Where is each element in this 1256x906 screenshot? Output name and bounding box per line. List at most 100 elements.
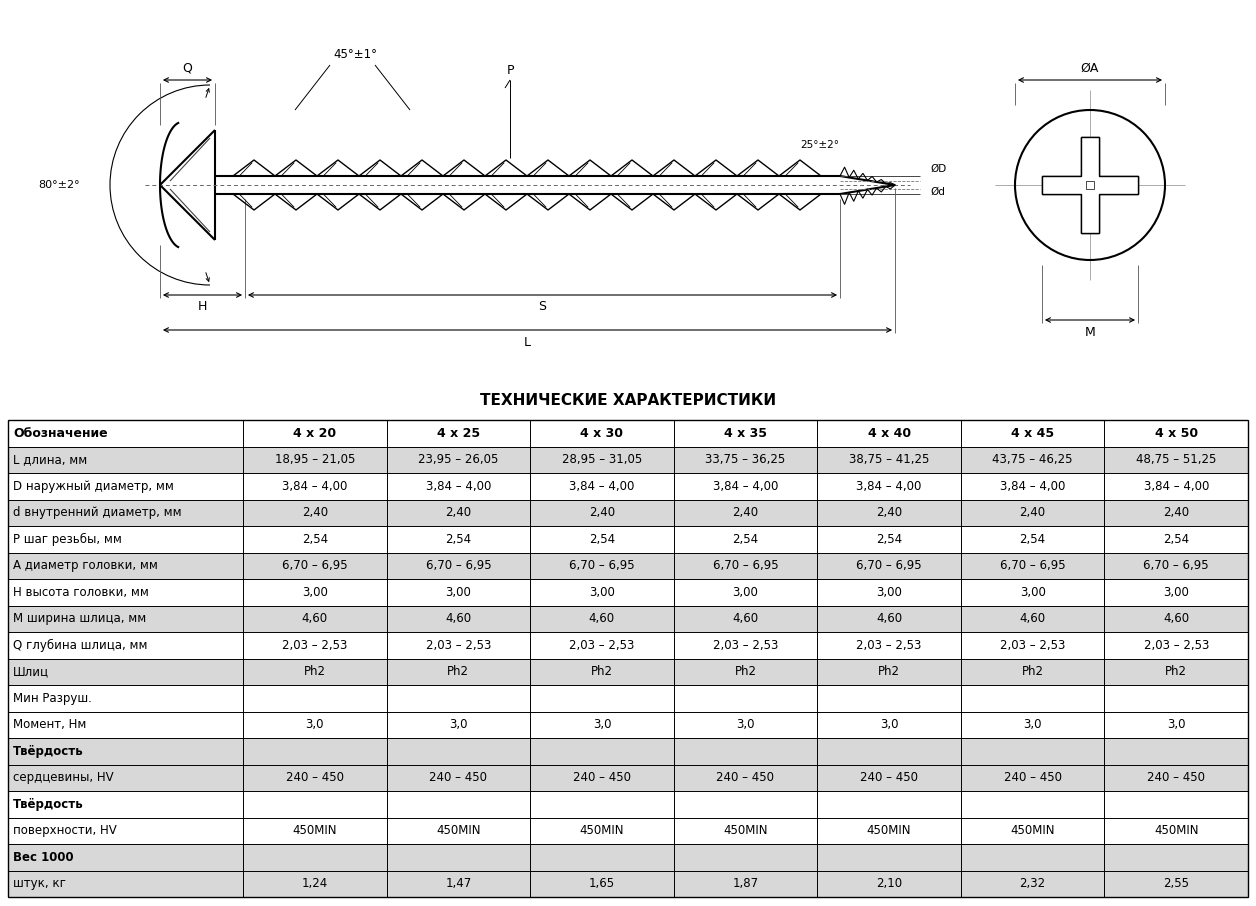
Text: 450MIN: 450MIN bbox=[580, 824, 624, 837]
Text: 4 х 50: 4 х 50 bbox=[1154, 427, 1198, 439]
Text: 3,0: 3,0 bbox=[593, 718, 612, 731]
Text: 48,75 – 51,25: 48,75 – 51,25 bbox=[1135, 453, 1216, 467]
Bar bbox=[8, 553, 1248, 579]
Text: 3,84 – 4,00: 3,84 – 4,00 bbox=[283, 480, 348, 493]
Text: 2,32: 2,32 bbox=[1020, 877, 1046, 891]
Text: 2,54: 2,54 bbox=[301, 533, 328, 545]
Text: H: H bbox=[197, 301, 207, 313]
Text: 4,60: 4,60 bbox=[589, 612, 615, 625]
Text: сердцевины, HV: сердцевины, HV bbox=[13, 771, 113, 785]
Text: 4,60: 4,60 bbox=[732, 612, 759, 625]
Text: 1,47: 1,47 bbox=[445, 877, 471, 891]
Text: 2,03 – 2,53: 2,03 – 2,53 bbox=[569, 639, 634, 651]
Text: 450MIN: 450MIN bbox=[867, 824, 912, 837]
Text: 3,00: 3,00 bbox=[1020, 586, 1045, 599]
Text: 1,24: 1,24 bbox=[301, 877, 328, 891]
Text: Ph2: Ph2 bbox=[878, 665, 901, 679]
Text: 6,70 – 6,95: 6,70 – 6,95 bbox=[1143, 559, 1210, 573]
Text: Ph2: Ph2 bbox=[304, 665, 325, 679]
Text: 2,54: 2,54 bbox=[1163, 533, 1189, 545]
Text: 4,60: 4,60 bbox=[446, 612, 471, 625]
Text: Твёрдость: Твёрдость bbox=[13, 798, 84, 811]
Text: 23,95 – 26,05: 23,95 – 26,05 bbox=[418, 453, 499, 467]
Text: L: L bbox=[524, 335, 531, 349]
Text: 2,03 – 2,53: 2,03 – 2,53 bbox=[857, 639, 922, 651]
Text: 240 – 450: 240 – 450 bbox=[573, 771, 631, 785]
Text: 4 х 25: 4 х 25 bbox=[437, 427, 480, 439]
Text: 3,00: 3,00 bbox=[877, 586, 902, 599]
Text: D наружный диаметр, мм: D наружный диаметр, мм bbox=[13, 480, 173, 493]
Text: 4,60: 4,60 bbox=[875, 612, 902, 625]
Text: 4 х 40: 4 х 40 bbox=[868, 427, 911, 439]
Text: Момент, Нм: Момент, Нм bbox=[13, 718, 87, 731]
Text: 2,03 – 2,53: 2,03 – 2,53 bbox=[426, 639, 491, 651]
Text: 43,75 – 46,25: 43,75 – 46,25 bbox=[992, 453, 1073, 467]
Text: Ph2: Ph2 bbox=[1166, 665, 1187, 679]
Text: ØD: ØD bbox=[929, 164, 946, 174]
Text: 6,70 – 6,95: 6,70 – 6,95 bbox=[712, 559, 779, 573]
Text: 4,60: 4,60 bbox=[1163, 612, 1189, 625]
Text: 3,0: 3,0 bbox=[450, 718, 467, 731]
Text: 2,54: 2,54 bbox=[732, 533, 759, 545]
Text: 2,40: 2,40 bbox=[1020, 506, 1046, 519]
Bar bbox=[8, 844, 1248, 871]
Text: L длина, мм: L длина, мм bbox=[13, 453, 87, 467]
Bar bbox=[8, 659, 1248, 685]
Text: 3,0: 3,0 bbox=[305, 718, 324, 731]
Text: ТЕХНИЧЕСКИЕ ХАРАКТЕРИСТИКИ: ТЕХНИЧЕСКИЕ ХАРАКТЕРИСТИКИ bbox=[480, 393, 776, 408]
Text: 2,54: 2,54 bbox=[1020, 533, 1046, 545]
Text: 33,75 – 36,25: 33,75 – 36,25 bbox=[706, 453, 785, 467]
Text: 3,0: 3,0 bbox=[736, 718, 755, 731]
Text: 6,70 – 6,95: 6,70 – 6,95 bbox=[426, 559, 491, 573]
Text: 4 х 20: 4 х 20 bbox=[293, 427, 337, 439]
Text: 3,84 – 4,00: 3,84 – 4,00 bbox=[426, 480, 491, 493]
Text: 4 х 35: 4 х 35 bbox=[723, 427, 767, 439]
Text: d внутренний диаметр, мм: d внутренний диаметр, мм bbox=[13, 506, 182, 519]
Text: Q глубина шлица, мм: Q глубина шлица, мм bbox=[13, 639, 147, 651]
Text: Обозначение: Обозначение bbox=[13, 427, 108, 439]
Text: 3,00: 3,00 bbox=[446, 586, 471, 599]
Text: 450MIN: 450MIN bbox=[1010, 824, 1055, 837]
Text: 3,84 – 4,00: 3,84 – 4,00 bbox=[857, 480, 922, 493]
Text: 4,60: 4,60 bbox=[1020, 612, 1046, 625]
Text: Ød: Ød bbox=[929, 187, 945, 197]
Text: Ph2: Ph2 bbox=[1021, 665, 1044, 679]
Text: Твёрдость: Твёрдость bbox=[13, 745, 84, 757]
Text: 80°±2°: 80°±2° bbox=[39, 180, 80, 190]
Text: штук, кг: штук, кг bbox=[13, 877, 65, 891]
Text: 45°±1°: 45°±1° bbox=[333, 49, 377, 62]
Text: 4 х 45: 4 х 45 bbox=[1011, 427, 1054, 439]
Text: P: P bbox=[506, 63, 514, 76]
Text: 3,84 – 4,00: 3,84 – 4,00 bbox=[713, 480, 779, 493]
Text: 6,70 – 6,95: 6,70 – 6,95 bbox=[857, 559, 922, 573]
Text: 450MIN: 450MIN bbox=[723, 824, 767, 837]
Text: 6,70 – 6,95: 6,70 – 6,95 bbox=[569, 559, 634, 573]
Text: 3,00: 3,00 bbox=[1163, 586, 1189, 599]
Text: 2,03 – 2,53: 2,03 – 2,53 bbox=[713, 639, 779, 651]
Text: 3,0: 3,0 bbox=[1024, 718, 1042, 731]
Text: 2,54: 2,54 bbox=[589, 533, 615, 545]
Text: поверхности, HV: поверхности, HV bbox=[13, 824, 117, 837]
Text: 240 – 450: 240 – 450 bbox=[860, 771, 918, 785]
Text: M: M bbox=[1085, 325, 1095, 339]
Text: 2,03 – 2,53: 2,03 – 2,53 bbox=[1143, 639, 1210, 651]
Text: 18,95 – 21,05: 18,95 – 21,05 bbox=[275, 453, 355, 467]
Text: S: S bbox=[539, 301, 546, 313]
Text: А диаметр головки, мм: А диаметр головки, мм bbox=[13, 559, 158, 573]
Bar bbox=[8, 738, 1248, 765]
Text: 25°±2°: 25°±2° bbox=[800, 140, 839, 150]
Text: Ph2: Ph2 bbox=[735, 665, 756, 679]
Text: 3,00: 3,00 bbox=[732, 586, 759, 599]
Bar bbox=[8, 499, 1248, 526]
Polygon shape bbox=[1086, 181, 1094, 189]
Text: 240 – 450: 240 – 450 bbox=[1004, 771, 1061, 785]
Text: 3,0: 3,0 bbox=[879, 718, 898, 731]
Text: ØA: ØA bbox=[1081, 62, 1099, 74]
Bar bbox=[8, 765, 1248, 791]
Text: 3,0: 3,0 bbox=[1167, 718, 1186, 731]
Text: 450MIN: 450MIN bbox=[436, 824, 481, 837]
Text: 6,70 – 6,95: 6,70 – 6,95 bbox=[1000, 559, 1065, 573]
Text: 3,84 – 4,00: 3,84 – 4,00 bbox=[569, 480, 634, 493]
Text: 2,40: 2,40 bbox=[1163, 506, 1189, 519]
Text: 2,03 – 2,53: 2,03 – 2,53 bbox=[1000, 639, 1065, 651]
